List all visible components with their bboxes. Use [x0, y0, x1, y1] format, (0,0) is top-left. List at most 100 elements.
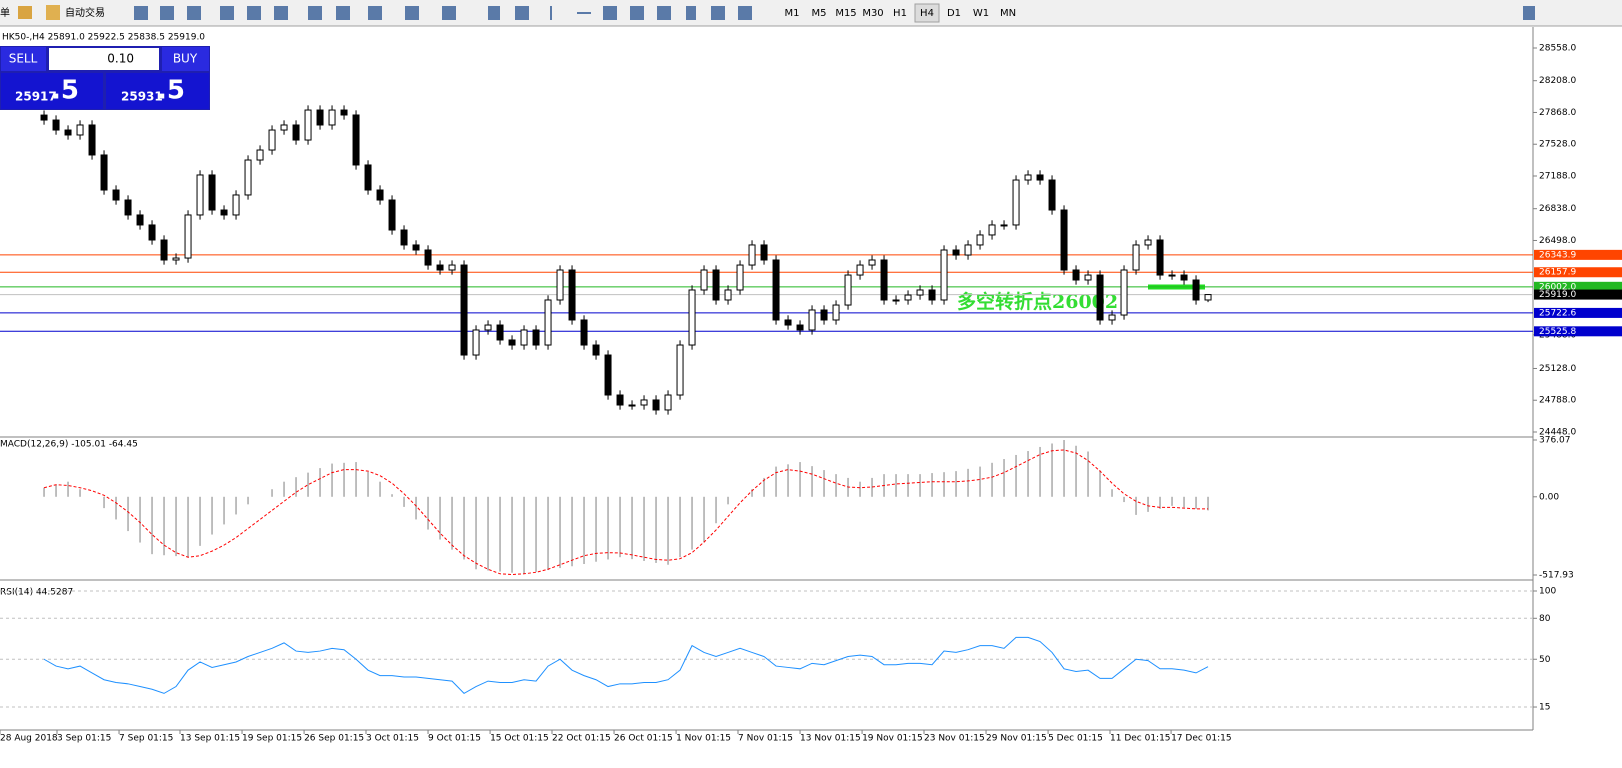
price-level-tag: [1534, 326, 1622, 337]
price-level-label: 25525.8: [1539, 327, 1576, 337]
lot-value[interactable]: 0.10: [107, 52, 134, 66]
ask-main: 25931: [121, 90, 163, 104]
icon[interactable]: [577, 12, 591, 14]
candle-body: [136, 214, 144, 226]
y-tick-label: 24448.0: [1539, 428, 1576, 438]
candle-body: [772, 259, 780, 321]
candle-body: [412, 244, 420, 251]
candle-body: [100, 154, 108, 191]
search-icon[interactable]: [1523, 6, 1535, 20]
price-level-label: 26343.9: [1539, 250, 1576, 260]
timeframe[interactable]: H1: [893, 8, 907, 19]
y-tick-label: 26838.0: [1539, 204, 1576, 214]
icon[interactable]: [336, 6, 350, 20]
buy-label[interactable]: BUY: [173, 52, 198, 66]
sell-label[interactable]: SELL: [9, 52, 38, 66]
icon[interactable]: [160, 6, 174, 20]
price-level-label: 25919.0: [1539, 290, 1576, 300]
icon[interactable]: [603, 6, 617, 20]
icon[interactable]: [686, 6, 696, 20]
icon[interactable]: [405, 6, 419, 20]
candle-body: [328, 109, 336, 126]
icon[interactable]: [220, 6, 234, 20]
candle-body: [448, 264, 456, 271]
icon[interactable]: [274, 6, 288, 20]
candle-body: [1084, 274, 1092, 281]
candle-body: [892, 299, 900, 302]
icon[interactable]: [488, 6, 500, 20]
icon[interactable]: [134, 6, 148, 20]
x-tick-label: 19 Nov 01:15: [862, 734, 923, 744]
buy-button[interactable]: [162, 47, 209, 71]
y-tick-label: 27528.0: [1539, 140, 1576, 150]
candle-body: [1012, 179, 1020, 226]
candle-body: [520, 329, 528, 346]
candle-body: [580, 319, 588, 346]
menu-fragment[interactable]: 单: [0, 7, 10, 19]
rsi-label: RSI(14) 44.5287: [0, 588, 73, 598]
candle-body: [856, 264, 864, 276]
candle-body: [148, 224, 156, 241]
icon[interactable]: [247, 6, 261, 20]
icon[interactable]: [630, 6, 644, 20]
timeframe[interactable]: M30: [862, 8, 883, 19]
candle-body: [712, 269, 720, 301]
candle-body: [700, 269, 708, 291]
rsi-line: [43, 636, 1209, 695]
candle-body: [424, 249, 432, 266]
icon[interactable]: [368, 6, 382, 20]
bid-main: 25917: [15, 90, 57, 104]
timeframe[interactable]: H4: [920, 8, 934, 19]
annotation: 多空转折点26002: [957, 290, 1118, 313]
candle-body: [688, 289, 696, 346]
auto-trading-icon[interactable]: [46, 5, 60, 20]
candle-body: [952, 249, 960, 256]
candle-body: [232, 194, 240, 216]
candle-body: [616, 394, 624, 406]
candle-body: [1192, 279, 1200, 301]
candle-body: [1036, 174, 1044, 181]
x-tick-label: 3 Sep 01:15: [57, 734, 111, 744]
icon[interactable]: [18, 6, 32, 19]
icon[interactable]: [442, 6, 456, 20]
timeframe[interactable]: W1: [973, 8, 989, 19]
candle-body: [220, 209, 228, 216]
candle-body: [496, 324, 504, 341]
timeframe[interactable]: D1: [947, 8, 961, 19]
y-tick-label: 28558.0: [1539, 43, 1576, 53]
timeframe[interactable]: MN: [1000, 8, 1016, 19]
icon[interactable]: [515, 6, 529, 20]
x-tick-label: 13 Nov 01:15: [800, 734, 861, 744]
auto-trading[interactable]: 自动交易: [65, 6, 105, 19]
candle-body: [760, 244, 768, 261]
candle-body: [124, 199, 132, 216]
timeframe[interactable]: M15: [835, 8, 856, 19]
icon[interactable]: [657, 6, 671, 20]
candle-body: [820, 309, 828, 321]
x-tick-label: 23 Nov 01:15: [924, 734, 985, 744]
icon[interactable]: [308, 6, 322, 20]
signal-line: [43, 449, 1209, 576]
candle-body: [928, 289, 936, 301]
icon[interactable]: [711, 6, 725, 20]
icon[interactable]: [738, 6, 752, 20]
bid-box[interactable]: [1, 73, 103, 109]
timeframe[interactable]: M1: [785, 8, 800, 19]
symbol-info: HK50-,H4 25891.0 25922.5 25838.5 25919.0: [2, 33, 205, 43]
ask-box[interactable]: [106, 73, 209, 109]
candle-body: [40, 114, 48, 121]
lot-input[interactable]: [49, 48, 159, 70]
candle-body: [1048, 179, 1056, 211]
sell-button[interactable]: [1, 47, 46, 71]
candle-body: [112, 189, 120, 201]
candle-body: [724, 289, 732, 301]
y-tick-label: 27188.0: [1539, 172, 1576, 182]
candle-body: [196, 174, 204, 216]
candle-body: [304, 109, 312, 141]
icon[interactable]: [550, 6, 552, 20]
icon[interactable]: [187, 6, 201, 20]
x-tick-label: 9 Oct 01:15: [428, 734, 481, 744]
timeframe[interactable]: M5: [812, 8, 827, 19]
candle-body: [256, 149, 264, 161]
x-tick-label: 26 Sep 01:15: [304, 734, 364, 744]
